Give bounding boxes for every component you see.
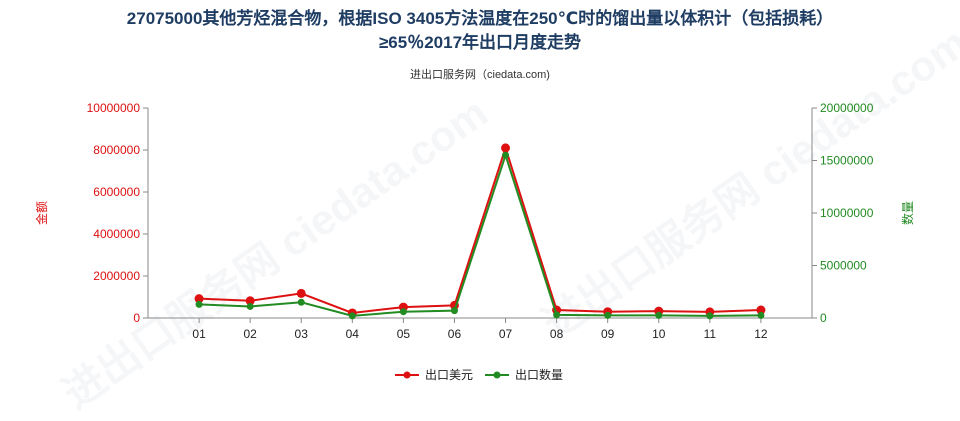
y-left-tick-label: 6000000 xyxy=(93,185,140,199)
legend-marker-2 xyxy=(493,371,501,379)
x-tick-label: 01 xyxy=(192,327,206,341)
series-2-point xyxy=(502,151,510,159)
series-line-1 xyxy=(199,144,761,314)
series-2-point xyxy=(655,311,663,319)
chart-title-line1: 27075000其他芳烃混合物，根据ISO 3405方法温度在250℃时的馏出量… xyxy=(126,9,834,28)
legend-label-1: 出口美元 xyxy=(425,368,473,382)
x-tick-label: 09 xyxy=(601,327,615,341)
series-2-point xyxy=(246,302,254,310)
series-2-point xyxy=(399,308,407,316)
x-tick-label: 08 xyxy=(550,327,564,341)
series-2-point xyxy=(757,311,765,319)
chart-title-line2: ≥65％2017年出口月度走势 xyxy=(378,33,582,52)
x-tick-label: 11 xyxy=(704,327,717,341)
chart-canvas: 0200000040000006000000800000010000000050… xyxy=(34,101,915,382)
x-tick-label: 03 xyxy=(295,327,309,341)
series-1-point xyxy=(245,296,255,306)
series-line-2 xyxy=(199,152,761,317)
y-right-tick-label: 20000000 xyxy=(820,101,874,115)
series-2-point xyxy=(604,311,612,319)
series-2-point xyxy=(553,311,561,319)
y-left-tick-label: 10000000 xyxy=(87,101,141,115)
series-2-point xyxy=(195,300,203,308)
y-left-tick-label: 0 xyxy=(133,311,140,325)
legend-label-2: 出口数量 xyxy=(515,367,563,382)
y-right-tick-label: 5000000 xyxy=(820,259,867,273)
series-1-point xyxy=(501,143,511,153)
y-axis-right-label: 数量 xyxy=(900,201,915,225)
series-2-point xyxy=(450,307,458,315)
y-left-tick-label: 2000000 xyxy=(93,269,140,283)
series-2-point xyxy=(706,312,714,320)
y-right-tick-label: 10000000 xyxy=(820,206,874,220)
series-1-point xyxy=(756,305,766,315)
x-tick-label: 05 xyxy=(397,327,411,341)
series-2-point xyxy=(348,312,356,320)
y-left-tick-label: 4000000 xyxy=(93,227,140,241)
series-2-point xyxy=(297,298,305,306)
series-1-point xyxy=(296,288,306,298)
x-tick-label: 12 xyxy=(754,327,768,341)
x-tick-label: 04 xyxy=(346,327,360,341)
y-left-tick-label: 8000000 xyxy=(93,143,140,157)
series-1-point xyxy=(194,294,204,304)
source-text: 进出口服务网（ciedata.com) xyxy=(410,69,550,81)
x-tick-label: 02 xyxy=(243,327,257,341)
y-right-tick-label: 15000000 xyxy=(820,154,874,168)
y-right-tick-label: 0 xyxy=(820,311,827,325)
x-tick-label: 07 xyxy=(499,327,513,341)
legend-marker-1 xyxy=(403,371,411,379)
x-tick-label: 06 xyxy=(448,327,462,341)
x-tick-label: 10 xyxy=(652,327,666,341)
y-axis-left-label: 金额 xyxy=(34,201,49,225)
